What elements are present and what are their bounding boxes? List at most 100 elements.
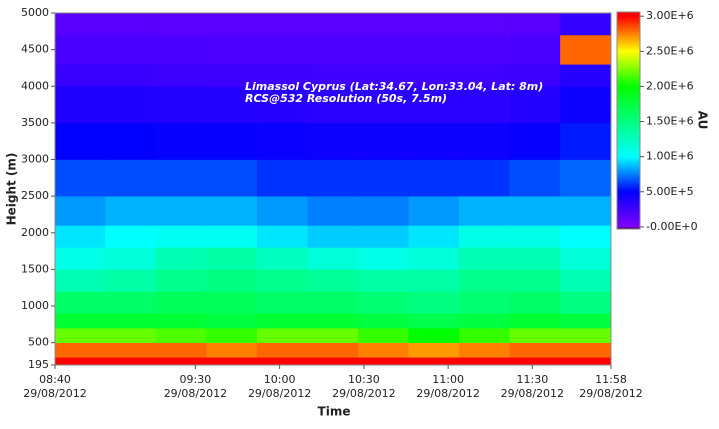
heat-cell [509,269,561,292]
heat-cell [206,269,258,292]
heat-cell [155,195,207,226]
heat-cell [307,12,359,36]
heat-cell [560,12,612,36]
x-tick-date: 29/08/2012 [579,387,642,400]
heat-cell [206,327,258,343]
heat-cell [357,12,410,36]
y-axis-label: Height (m) [5,153,19,226]
heat-cell [307,225,359,248]
heat-cell [560,34,612,65]
heat-cell [307,159,359,197]
heat-cell [459,357,511,366]
heat-cell [256,225,309,248]
y-tick-label: 4500 [21,43,49,56]
heat-cell [105,342,157,358]
x-tick-time: 10:30 [348,373,380,386]
heat-cell [155,342,207,358]
heat-cell [155,63,207,87]
heat-cell [357,269,410,292]
heat-cell [357,85,410,124]
heat-cell [155,34,207,65]
colorbar-tick-label: 3.00E+6 [646,9,694,22]
y-tick-label: 2000 [21,226,49,239]
heat-cell [408,327,460,343]
heat-cell [459,291,511,314]
heat-cell [54,195,106,226]
x-tick-time: 11:30 [517,373,549,386]
heat-cell [256,357,309,366]
y-tick-label: 3000 [21,153,49,166]
colorbar-tick-label: 2.50E+6 [646,44,694,57]
heat-cell [155,357,207,366]
heat-cell [357,34,410,65]
heat-cell [105,34,157,65]
heat-cell [256,269,309,292]
colorbar-tick-label: -0.00E+0 [646,220,698,233]
heat-cell [307,357,359,366]
heat-cell [560,159,612,197]
heat-cell [206,357,258,366]
x-tick-date: 29/08/2012 [416,387,479,400]
heat-cell [307,247,359,270]
heat-cell [357,195,410,226]
colorbar-tick-label: 1.50E+6 [646,115,694,128]
heat-cell [54,342,106,358]
heat-cell [307,269,359,292]
heat-cell [560,357,612,366]
y-tick-label: 3500 [21,116,49,129]
heat-cell [307,122,359,160]
heat-cell [206,34,258,65]
heat-cell [155,269,207,292]
heat-cell [357,247,410,270]
heat-cell [54,247,106,270]
heat-cell [105,313,157,329]
colorbar-tick-label: 5.00E+5 [646,185,694,198]
x-tick-time: 09:30 [180,373,212,386]
heat-cell [256,342,309,358]
colorbar-label: AU [696,111,710,130]
heat-cell [357,122,410,160]
x-axis-label: Time [318,405,351,419]
heat-cell [357,225,410,248]
heat-cell [560,342,612,358]
heat-cell [105,195,157,226]
heat-cell [307,313,359,329]
heat-cell [560,225,612,248]
heat-cell [256,85,309,124]
heat-cell [256,34,309,65]
heat-cell [206,291,258,314]
heat-cell [105,269,157,292]
heat-cell [509,12,561,36]
annotation: RCS@532 Resolution (50s, 7.5m) [245,92,447,105]
heat-cell [256,313,309,329]
heat-cell [206,122,258,160]
heat-cell [408,159,460,197]
heat-cell [509,159,561,197]
heat-cell [54,357,106,366]
heat-cell [459,342,511,358]
x-tick-date: 29/08/2012 [23,387,86,400]
y-tick-label: 195 [28,358,49,371]
heat-cell [408,247,460,270]
heat-cell [54,291,106,314]
heat-cell [54,313,106,329]
annotation: Limassol Cyprus (Lat:34.67, Lon:33.04, L… [245,80,543,93]
heat-cell [256,12,309,36]
colorbar-tick-label: 2.00E+6 [646,79,694,92]
heat-cell [509,291,561,314]
y-tick-label: 2500 [21,189,49,202]
heat-cell [155,122,207,160]
x-tick-time: 10:00 [264,373,296,386]
heat-cell [155,85,207,124]
x-tick-time: 11:58 [595,373,627,386]
heat-cell [256,327,309,343]
heat-cell [357,327,410,343]
heat-cell [459,225,511,248]
heat-cell [206,342,258,358]
heat-cell [509,34,561,65]
y-tick-label: 1000 [21,299,49,312]
heat-cell [206,159,258,197]
heat-cell [459,269,511,292]
colorbar-tick-label: 1.00E+6 [646,150,694,163]
